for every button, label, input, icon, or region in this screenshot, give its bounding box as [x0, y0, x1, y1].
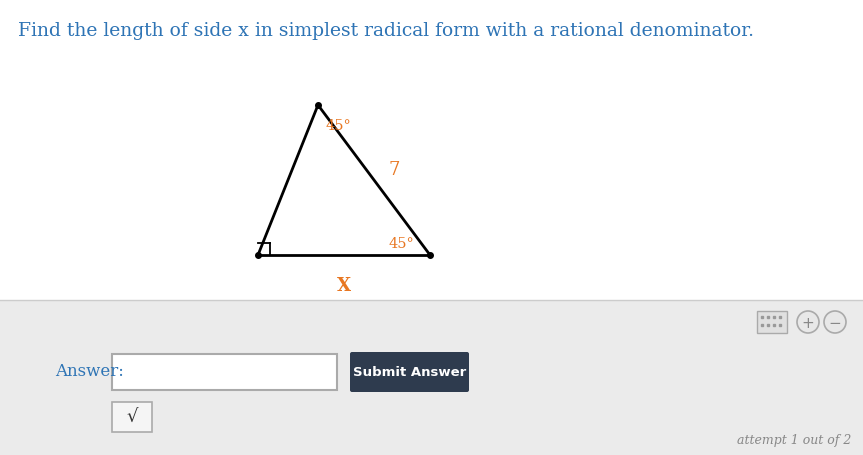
Text: X: X — [337, 277, 351, 295]
Circle shape — [824, 311, 846, 333]
FancyBboxPatch shape — [350, 352, 469, 392]
FancyBboxPatch shape — [757, 311, 787, 333]
Text: 45°: 45° — [388, 237, 413, 251]
Bar — [0, 300, 863, 455]
Text: 7: 7 — [388, 161, 400, 179]
Text: Find the length of side x in simplest radical form with a rational denominator.: Find the length of side x in simplest ra… — [18, 22, 754, 40]
Text: √: √ — [126, 408, 138, 426]
Text: Answer:: Answer: — [55, 364, 124, 380]
Text: Submit Answer: Submit Answer — [353, 365, 466, 379]
FancyBboxPatch shape — [112, 402, 152, 432]
Text: +: + — [802, 316, 815, 331]
Text: attempt 1 out of 2: attempt 1 out of 2 — [737, 434, 851, 447]
FancyBboxPatch shape — [112, 354, 337, 390]
Text: 45°: 45° — [325, 119, 350, 133]
Text: −: − — [828, 316, 841, 331]
Circle shape — [797, 311, 819, 333]
